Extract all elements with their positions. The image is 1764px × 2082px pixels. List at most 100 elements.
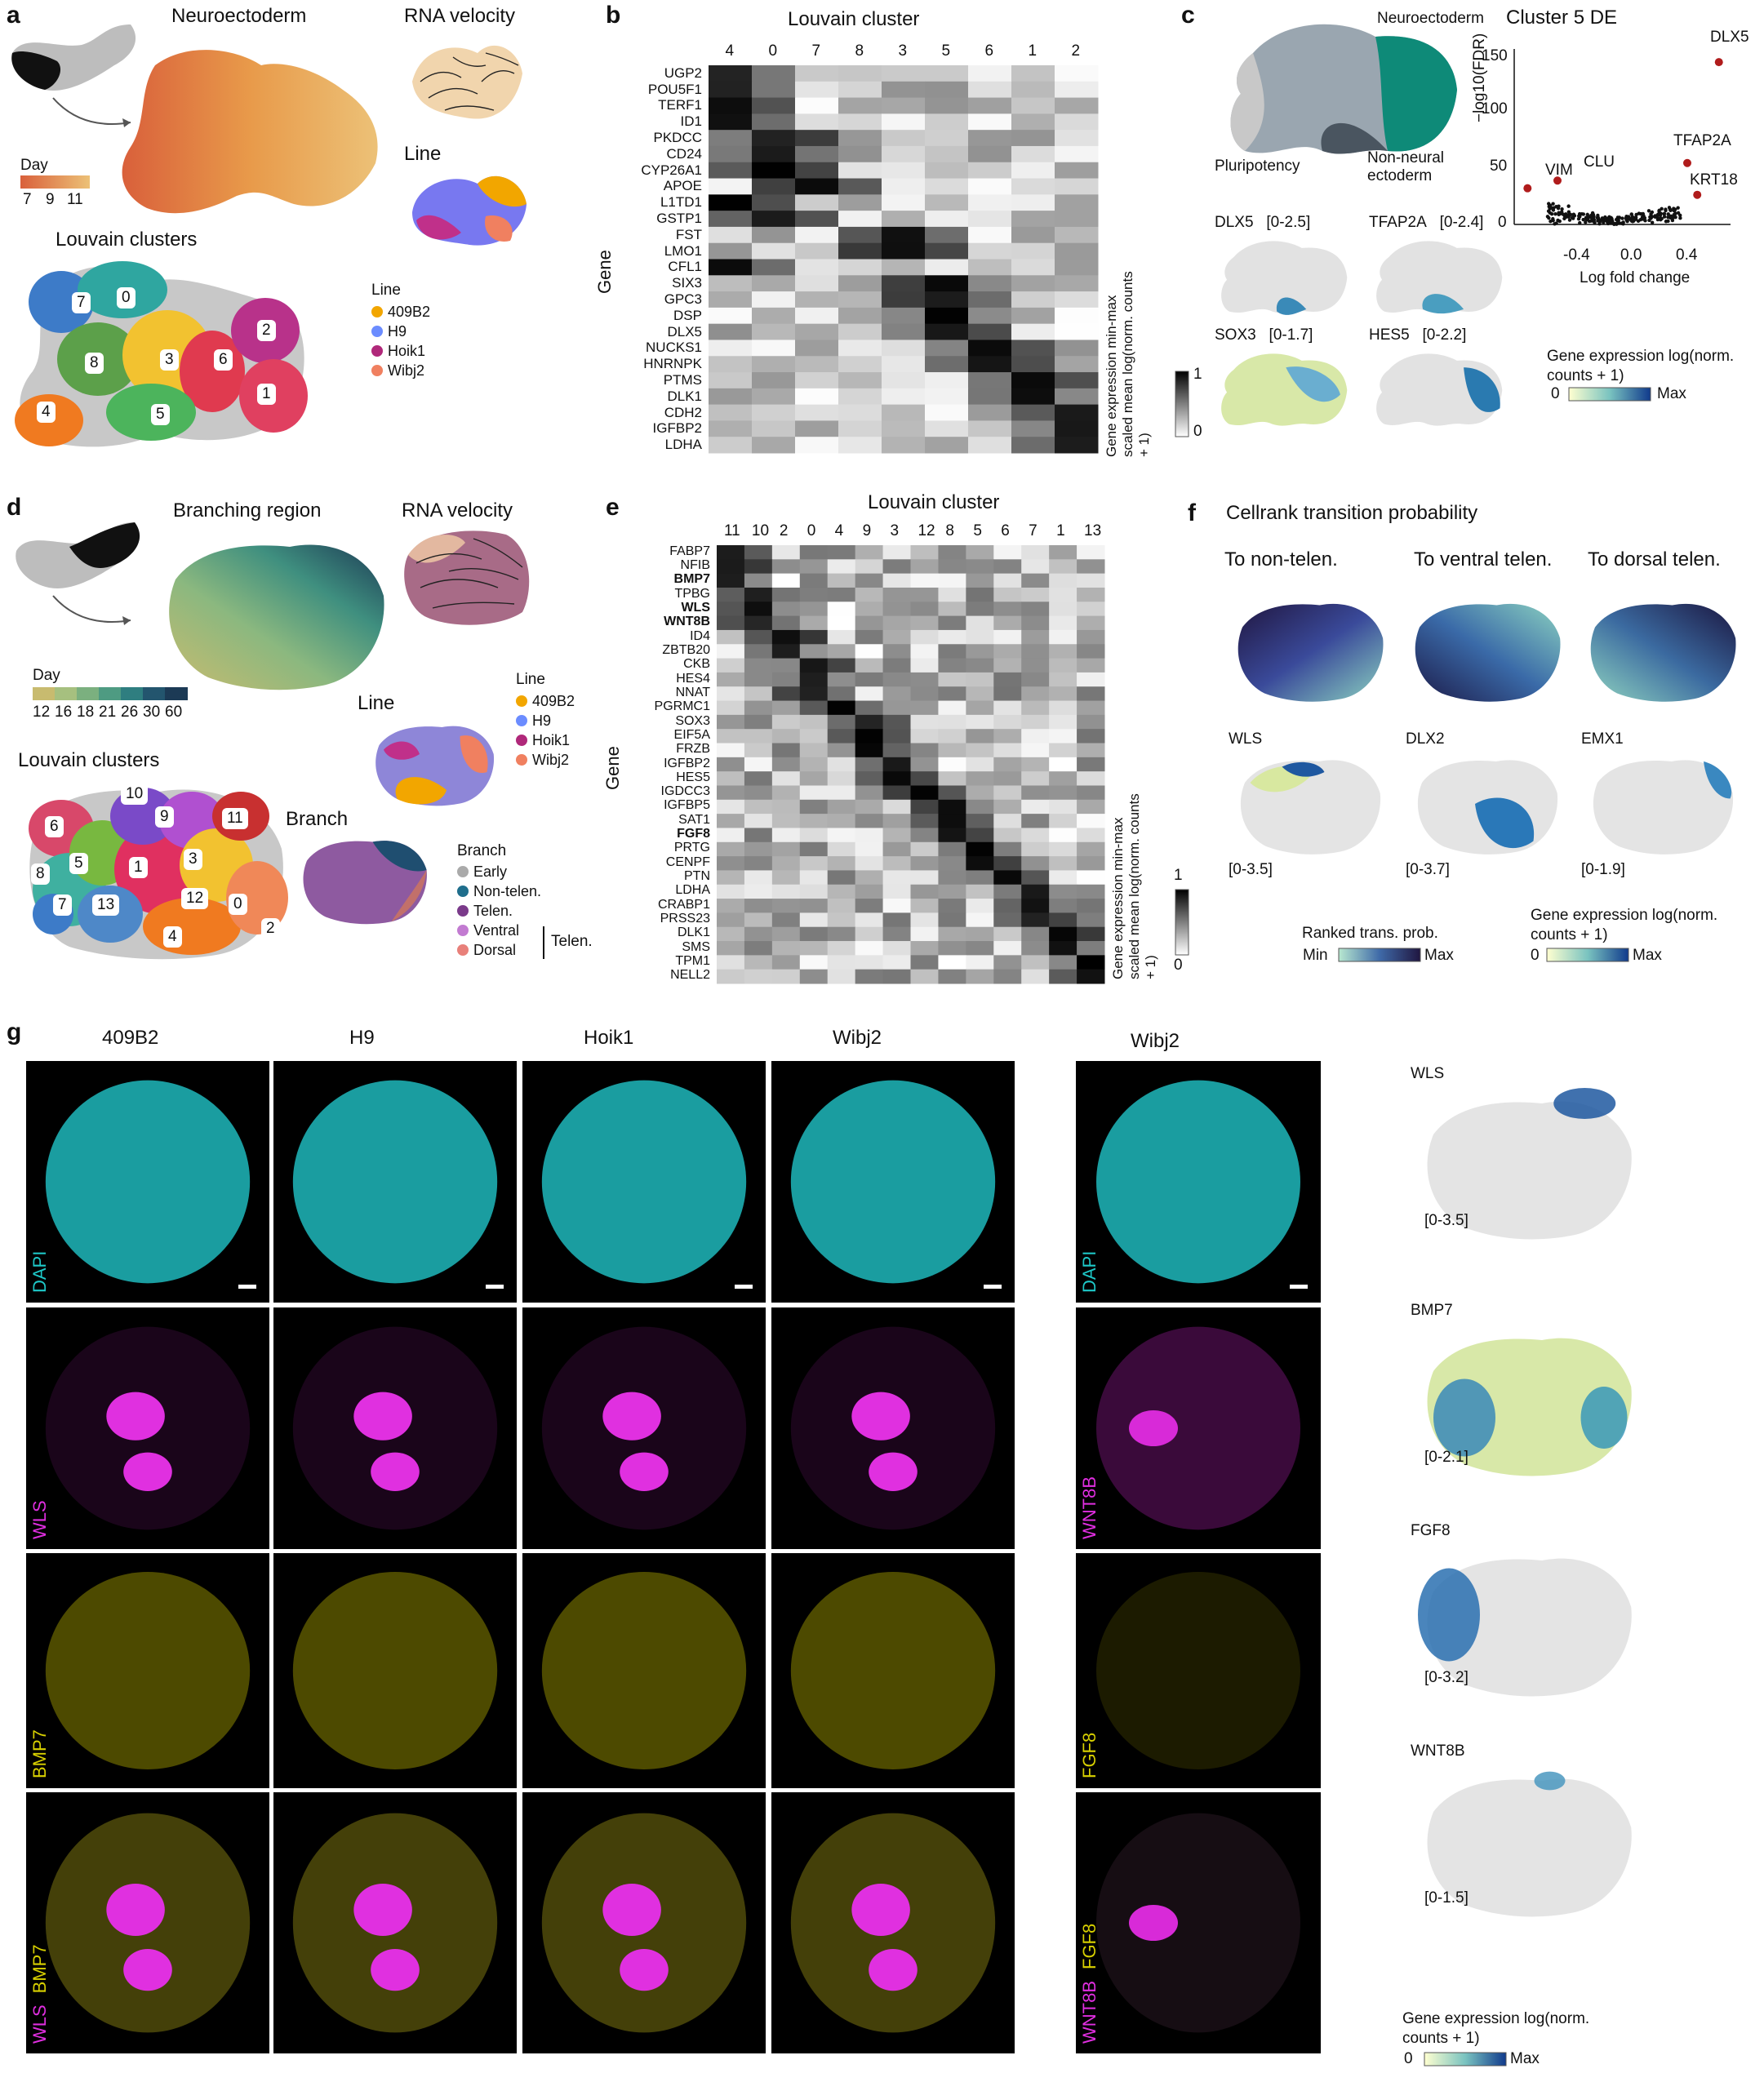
heatmap-b-column-label: 7	[811, 42, 821, 60]
heatmap-e-cell	[771, 686, 801, 702]
day-tick-d: 26	[121, 704, 139, 721]
heatmap-e-cell	[717, 757, 745, 772]
heatmap-e-cell	[966, 941, 994, 956]
feature-g-name: FGF8	[1411, 1522, 1451, 1539]
heatmap-b-cell	[838, 307, 882, 325]
heatmap-b-cell	[709, 81, 753, 99]
heatmap-e-cell	[1021, 870, 1050, 886]
heatmap-e-cell	[744, 969, 773, 984]
heatmap-e-cell	[744, 899, 773, 913]
heatmap-e-colorbar	[1175, 889, 1189, 956]
heatmap-b-cell	[838, 194, 882, 211]
heatmap-e-cell	[771, 757, 801, 772]
cluster-badge: 1	[129, 857, 148, 878]
volcano-point	[1638, 211, 1643, 216]
heatmap-b-cell	[1055, 178, 1099, 195]
micrograph	[771, 1307, 1015, 1549]
heatmap-e-cell	[855, 884, 884, 899]
heatmap-b-cell	[795, 307, 839, 325]
legend-label: Non-telen.	[473, 883, 542, 899]
wls-signal	[371, 1949, 420, 1991]
heatmap-b-cell	[795, 130, 839, 147]
heatmap-e-cell	[910, 912, 939, 928]
heatmap-e-cell	[882, 714, 911, 730]
heatmap-e-cell	[855, 771, 884, 786]
cellrank-to-dorsal-telen	[1590, 603, 1736, 702]
micro-side-row-label: FGF8	[1079, 1732, 1100, 1778]
heatmap-b-cell	[795, 162, 839, 180]
heatmap-b-cell	[1055, 404, 1099, 421]
heatmap-e-cell	[993, 714, 1022, 730]
heatmap-e-cell	[827, 814, 856, 828]
volcano-point	[1567, 218, 1572, 222]
heatmap-e-cell	[910, 602, 939, 617]
heatmap-e-cell	[882, 941, 911, 956]
heatmap-e-cell	[1021, 899, 1050, 913]
heatmap-e-cell	[799, 955, 829, 970]
heatmap-b-cell	[925, 356, 969, 373]
heatmap-e-cell	[855, 743, 884, 758]
heatmap-e-cell	[717, 714, 745, 730]
volcano-point	[1630, 216, 1635, 220]
cluster-badge: 11	[222, 808, 248, 829]
heatmap-b-cell	[925, 323, 969, 340]
heatmap-e-cell	[1049, 799, 1078, 815]
heatmap-e-cell	[1049, 941, 1078, 956]
legend-label: Wibj2	[388, 362, 425, 379]
heatmap-e-cell	[910, 700, 939, 716]
micrograph	[273, 1307, 517, 1549]
umap-c-main	[1230, 24, 1457, 154]
heatmap-b-cell	[1011, 388, 1055, 406]
micrograph	[26, 1061, 269, 1303]
rank-colorbar-title: Ranked trans. prob.	[1302, 925, 1438, 942]
heatmap-b-cell	[882, 291, 926, 309]
heatmap-b-cell	[752, 194, 796, 211]
heatmap-b-cell	[1011, 97, 1055, 114]
heatmap-b-gene-label: DLX5	[667, 323, 702, 340]
heatmap-b-cell	[709, 113, 753, 131]
heatmap-e-cell	[799, 856, 829, 871]
colorbar-b-title: Gene expression min-max scaled mean log(…	[1104, 271, 1152, 457]
heatmap-e-cell	[717, 969, 745, 984]
micro-row-label: WLS	[29, 1500, 50, 1539]
legend-dot-wibj2	[371, 365, 383, 376]
heatmap-e-cell	[993, 573, 1022, 588]
heatmap-e-cell	[910, 856, 939, 871]
heatmap-e-cell	[993, 729, 1022, 744]
heatmap-e-cell	[1077, 545, 1105, 560]
heatmap-e-cell	[827, 785, 856, 801]
heatmap-b-cell	[1011, 211, 1055, 228]
heatmap-e-cell	[910, 686, 939, 702]
cellrank-to-non-telen	[1237, 603, 1384, 702]
heatmap-e-gene-label: IGDCC3	[660, 784, 710, 799]
gene-name: TFAP2A	[1369, 214, 1427, 231]
heatmap-e-cell	[717, 771, 745, 786]
heatmap-e-gene-label: HES5	[676, 770, 710, 784]
heatmap-b-cell	[752, 211, 796, 228]
volcano-point	[1650, 220, 1655, 224]
heatmap-b-cell	[1055, 194, 1099, 211]
heatmap-e-cell	[744, 828, 773, 843]
volcano-point	[1566, 210, 1571, 214]
heatmap-e-cell	[799, 814, 829, 828]
heatmap-e-cell	[1077, 672, 1105, 687]
heatmap-e-cell	[938, 785, 966, 801]
heatmap-e-cell	[993, 926, 1022, 942]
organoid-shape	[541, 1572, 747, 1769]
heatmap-e-gene-label: WLS	[681, 600, 710, 615]
heatmap-b-gene-label: GSTP1	[656, 211, 702, 227]
heatmap-e-cell	[744, 799, 773, 815]
heatmap-b-cell	[795, 81, 839, 99]
heatmap-e-gene-label: SOX3	[675, 713, 710, 728]
volcano-point	[1596, 215, 1600, 220]
heatmap-e-cell	[1077, 743, 1105, 758]
wls-signal	[602, 1884, 661, 1936]
micro-row-label: BMP7	[29, 1729, 50, 1778]
heatmap-e-cell	[882, 899, 911, 913]
heatmap-b-cell	[752, 178, 796, 195]
scale-bar	[486, 1285, 504, 1289]
heatmap-e-gene-label: EIF5A	[673, 727, 710, 742]
heatmap-e-cell	[827, 799, 856, 815]
heatmap-b-cell	[1055, 340, 1099, 357]
heatmap-b-cell	[1011, 340, 1055, 357]
